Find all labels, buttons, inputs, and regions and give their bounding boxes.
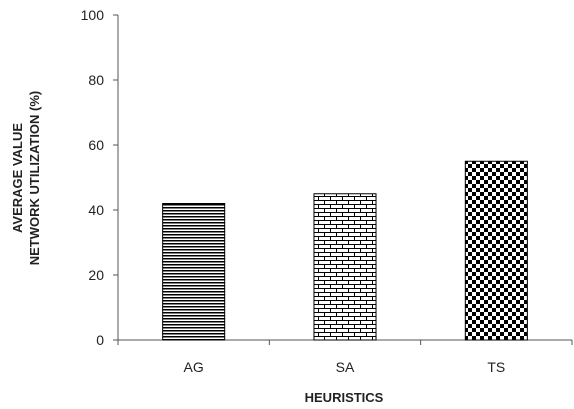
bar-ag (162, 203, 226, 341)
y-tick-label: 0 (96, 332, 104, 348)
y-axis-title-line1: AVERAGE VALUE (10, 123, 25, 233)
y-axis-title: AVERAGE VALUE NETWORK UTILIZATION (%) (10, 91, 42, 266)
x-tick-label: SA (336, 359, 355, 375)
y-axis-title-line2: NETWORK UTILIZATION (%) (27, 91, 42, 266)
x-tick-label: AG (184, 359, 204, 375)
y-tick-label: 80 (88, 72, 104, 88)
x-tick-label: TS (487, 359, 505, 375)
plot-area: 0 20 40 60 80 100 AG SA TS (81, 7, 573, 375)
bar-ts (464, 160, 528, 341)
y-tick-label: 100 (81, 7, 105, 23)
x-axis-title: HEURISTICS (305, 390, 384, 405)
y-tick-label: 40 (88, 202, 104, 218)
y-tick-label: 60 (88, 137, 104, 153)
y-tick-label: 20 (88, 267, 104, 283)
bar-sa (313, 193, 377, 341)
